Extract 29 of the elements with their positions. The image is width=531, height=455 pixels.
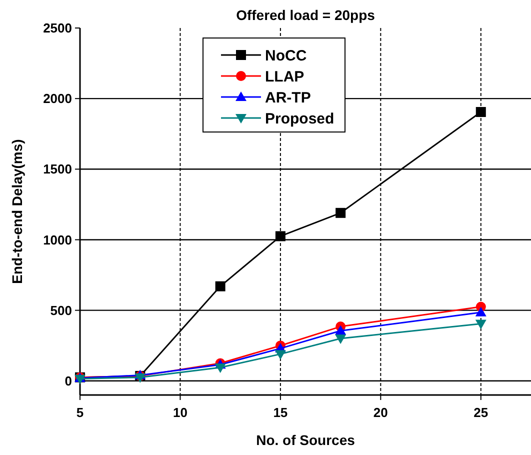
y-tick-label: 1500 [43,162,72,177]
chart-title: Offered load = 20pps [236,7,376,23]
point [275,231,286,242]
x-axis-title: No. of Sources [256,432,356,448]
legend-label: LLAP [265,68,304,86]
x-tick-label: 5 [76,405,84,420]
point [134,373,146,383]
point [274,350,286,360]
x-tick-label: 15 [273,405,288,420]
legend-label: NoCC [265,47,307,64]
legend-label: AR-TP [265,89,311,106]
point [475,320,486,330]
legend-label: Proposed [265,110,334,128]
y-axis-title: End-to-end Delay(ms) [9,139,25,284]
point [214,363,226,373]
y-tick-label: 2000 [43,91,72,106]
point [475,306,486,316]
y-tick-label: 0 [64,373,72,388]
x-tick-label: 10 [172,405,188,420]
point [336,208,346,218]
point [335,334,346,344]
x-tick-label: 25 [474,405,488,420]
point [335,325,346,335]
x-tick-label: 20 [373,405,388,420]
y-tick-label: 1000 [43,232,72,248]
point [476,106,486,117]
point [215,281,226,292]
y-tick-label: 2500 [43,20,72,36]
y-tick-label: 500 [50,302,72,318]
